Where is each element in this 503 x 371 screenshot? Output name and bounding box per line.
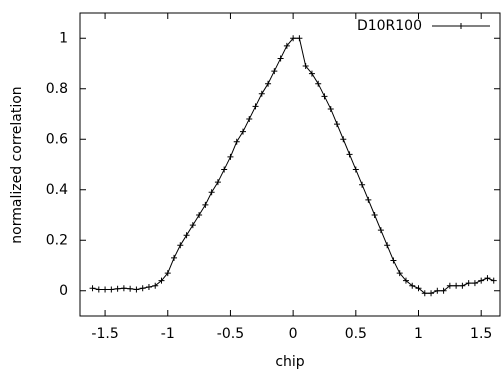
data-point bbox=[95, 286, 102, 293]
data-point bbox=[334, 121, 341, 128]
y-axis-label: normalized correlation bbox=[9, 86, 25, 243]
data-point bbox=[371, 212, 378, 218]
data-point bbox=[89, 285, 96, 292]
data-point bbox=[459, 282, 466, 289]
data-point bbox=[365, 196, 372, 203]
data-point bbox=[183, 232, 190, 239]
data-point bbox=[158, 277, 165, 284]
data-point bbox=[189, 222, 196, 229]
data-point bbox=[171, 254, 178, 261]
y-tick-label: 0.6 bbox=[46, 131, 68, 147]
data-point bbox=[152, 282, 159, 289]
data-point bbox=[296, 35, 303, 42]
data-point bbox=[415, 285, 422, 292]
data-point bbox=[465, 280, 472, 287]
data-point bbox=[490, 277, 497, 284]
y-tick-label: 1 bbox=[59, 30, 68, 46]
data-point bbox=[283, 42, 290, 49]
x-tick-label: -0.5 bbox=[217, 326, 244, 342]
data-point bbox=[208, 189, 215, 196]
x-tick-label: 1.5 bbox=[470, 326, 492, 342]
data-point bbox=[484, 275, 491, 282]
data-point bbox=[327, 105, 334, 112]
data-point bbox=[471, 280, 478, 287]
data-point bbox=[139, 285, 146, 292]
data-point bbox=[102, 286, 109, 293]
data-point bbox=[428, 290, 435, 297]
x-tick-label: 1 bbox=[414, 326, 423, 342]
data-point bbox=[440, 287, 447, 294]
data-point bbox=[402, 277, 409, 284]
data-point bbox=[145, 283, 152, 290]
legend-label: D10R100 bbox=[357, 18, 422, 34]
data-point bbox=[114, 285, 121, 292]
data-point bbox=[346, 151, 353, 158]
data-point bbox=[315, 80, 322, 87]
data-point bbox=[202, 201, 209, 208]
data-point bbox=[221, 166, 228, 173]
data-point bbox=[302, 63, 309, 70]
y-tick-label: 0.8 bbox=[46, 81, 68, 97]
data-point bbox=[409, 282, 416, 289]
data-point bbox=[421, 290, 428, 297]
data-point bbox=[290, 35, 297, 42]
x-tick-label: -1 bbox=[161, 326, 175, 342]
data-point bbox=[271, 68, 278, 75]
legend-marker bbox=[458, 23, 464, 29]
x-tick-label: 0.5 bbox=[345, 326, 367, 342]
data-point bbox=[252, 103, 259, 110]
plot-frame bbox=[79, 12, 501, 317]
data-point bbox=[265, 80, 272, 87]
x-axis-label: chip bbox=[275, 354, 304, 370]
data-point bbox=[277, 55, 284, 62]
data-point bbox=[478, 277, 485, 284]
data-point bbox=[177, 242, 184, 249]
data-point bbox=[359, 181, 366, 188]
data-point bbox=[108, 286, 115, 293]
data-point bbox=[352, 166, 359, 173]
data-point bbox=[377, 227, 384, 234]
data-point bbox=[233, 138, 240, 145]
data-point bbox=[246, 116, 253, 123]
data-point bbox=[120, 285, 127, 292]
data-point bbox=[434, 287, 441, 294]
data-point bbox=[164, 270, 171, 277]
data-line bbox=[92, 37, 494, 294]
data-point bbox=[453, 282, 460, 289]
data-point bbox=[258, 90, 265, 97]
data-point bbox=[321, 93, 328, 100]
data-point bbox=[390, 257, 397, 264]
data-point bbox=[196, 212, 203, 218]
data-point bbox=[340, 136, 347, 143]
data-point bbox=[133, 286, 140, 293]
data-point bbox=[227, 153, 234, 160]
y-tick-label: 0 bbox=[59, 283, 68, 299]
x-tick-label: -1.5 bbox=[91, 326, 118, 342]
y-tick-label: 0.2 bbox=[46, 232, 68, 248]
data-point bbox=[239, 128, 246, 135]
data-point bbox=[384, 242, 391, 249]
data-point bbox=[214, 179, 221, 186]
data-point bbox=[396, 270, 403, 277]
data-point bbox=[127, 285, 134, 292]
x-tick-label: 0 bbox=[289, 326, 298, 342]
data-point bbox=[446, 282, 453, 289]
y-tick-label: 0.4 bbox=[46, 182, 68, 198]
data-point bbox=[308, 70, 315, 77]
